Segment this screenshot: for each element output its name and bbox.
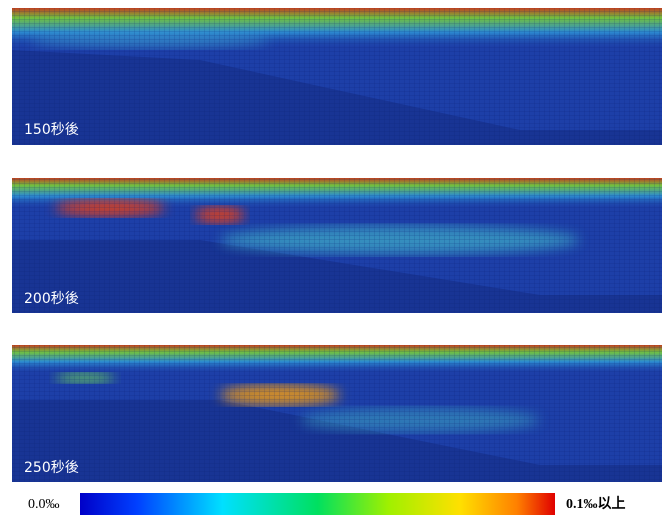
colorbar-min: 0.0‰ — [28, 497, 60, 512]
panel-label: 150秒後 — [24, 122, 79, 138]
colorbar-gradient — [80, 493, 555, 515]
colorbar-max: 0.1‰以上 — [566, 496, 626, 512]
panel-label: 200秒後 — [24, 291, 79, 307]
colorbar: 0.0‰ 0.1‰以上 — [28, 493, 626, 515]
panel-label: 250秒後 — [24, 460, 79, 476]
panel-3: 250秒後 — [12, 345, 662, 482]
panel-2: 200秒後 — [12, 178, 662, 313]
panel-1: 150秒後 — [12, 8, 662, 145]
